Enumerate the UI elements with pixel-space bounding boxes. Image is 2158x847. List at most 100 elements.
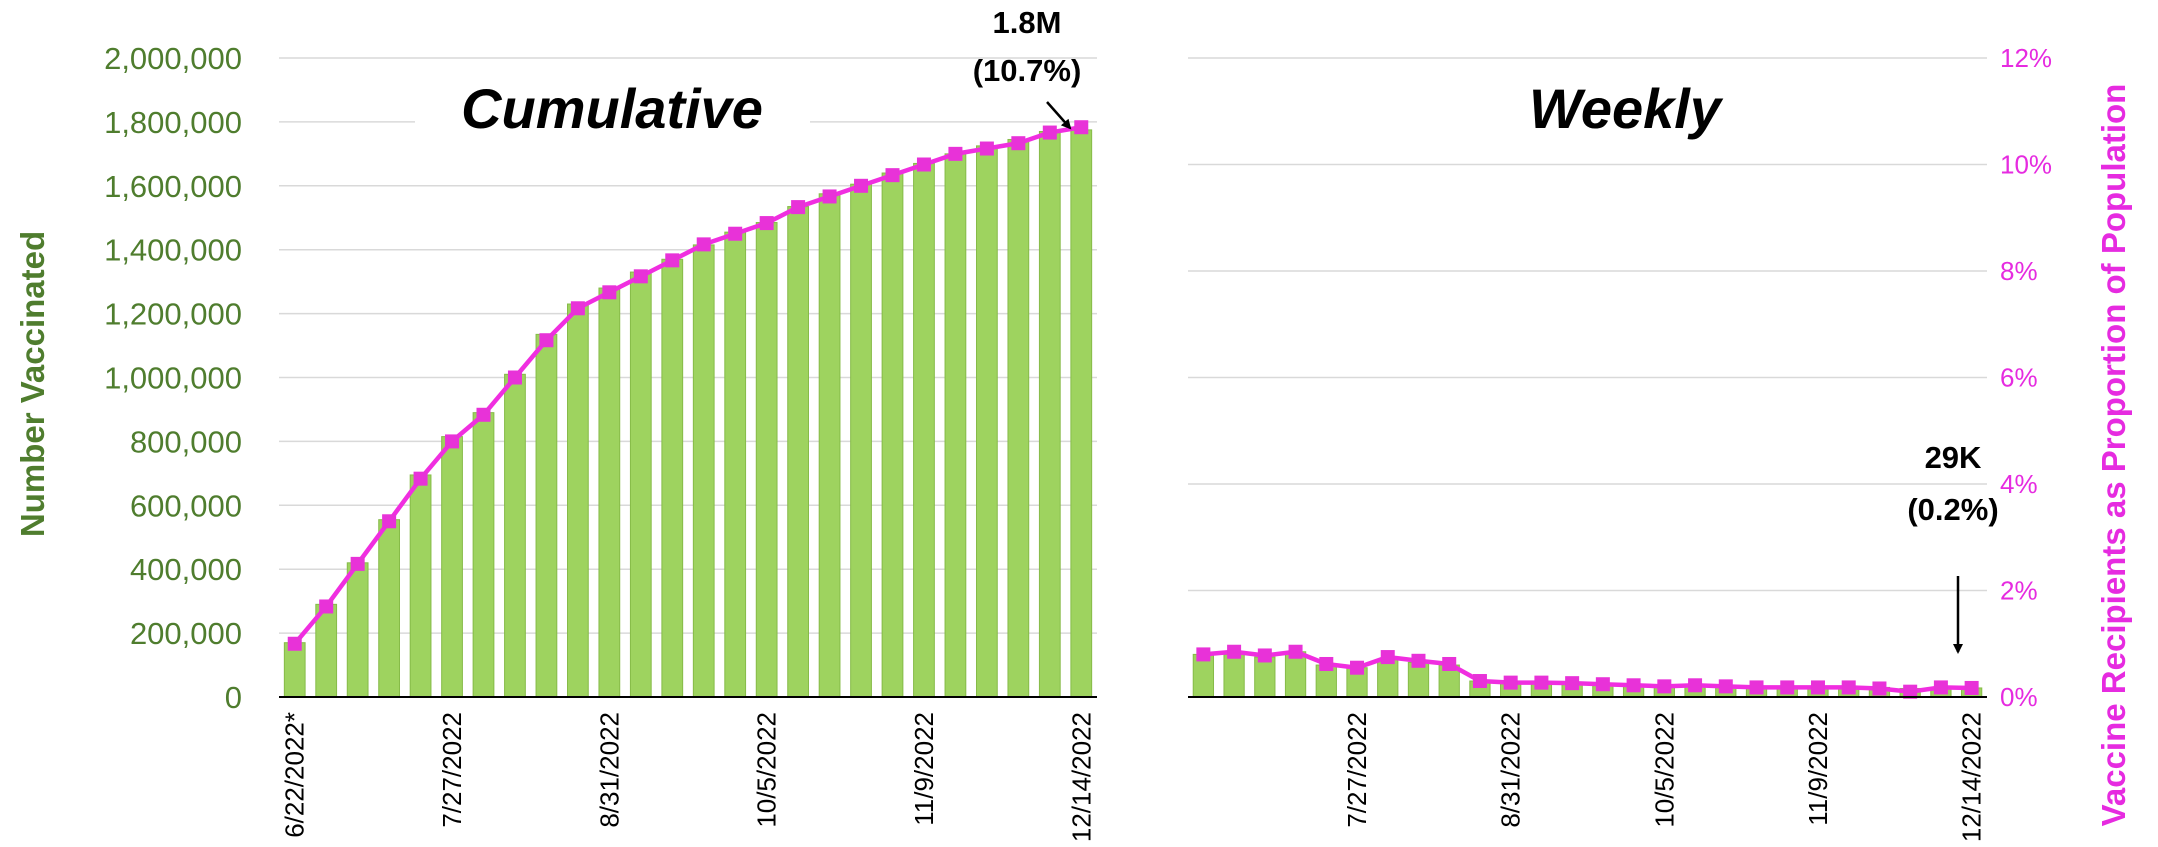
line-point xyxy=(979,141,994,156)
line-point xyxy=(476,407,491,422)
bar xyxy=(283,642,306,698)
line-point xyxy=(570,301,585,316)
y-tick-label: 1,400,000 xyxy=(104,233,242,268)
y-tick-label: 1,800,000 xyxy=(104,105,242,140)
line-point xyxy=(507,370,522,385)
cumulative-annotation-percent: (10.7%) xyxy=(973,53,1082,88)
bar xyxy=(1007,138,1030,698)
left-axis-title: Number Vaccinated xyxy=(14,231,51,537)
bar xyxy=(629,271,652,698)
y-tick-label: 0 xyxy=(225,680,242,715)
cumulative-annotation-count: 1.8M xyxy=(993,5,1062,40)
line-point xyxy=(1595,677,1610,692)
x-tick-label: 10/5/2022 xyxy=(752,712,782,828)
x-tick-label: 12/14/2022 xyxy=(1066,712,1096,842)
line-point xyxy=(665,253,680,268)
line-point xyxy=(759,216,774,231)
line-point xyxy=(791,200,806,215)
line-point xyxy=(696,237,711,252)
line-point xyxy=(539,333,554,348)
line-point xyxy=(1074,120,1089,135)
bar xyxy=(1223,653,1245,698)
bar xyxy=(818,193,841,698)
y-tick-label: 600,000 xyxy=(130,488,242,523)
x-tick-label: 6/22/2022* xyxy=(280,712,310,838)
line-point xyxy=(854,178,869,193)
right-axis-title: Vaccine Recipients as Proportion of Popu… xyxy=(2095,84,2132,827)
y-tick-label: 800,000 xyxy=(130,424,242,459)
bar xyxy=(409,474,432,698)
line-point xyxy=(1841,680,1856,695)
right-title-backing xyxy=(1470,80,1780,150)
labels: 6/22/2022* 7/27/2022 8/31/2022 10/5/2022 11/… xyxy=(104,41,2052,842)
line-point xyxy=(1626,678,1641,693)
bar xyxy=(1038,130,1061,698)
line-point xyxy=(382,514,397,529)
y-tick-label: 10% xyxy=(2000,150,2052,180)
y-tick-label: 200,000 xyxy=(130,616,242,651)
left-panel-title: Cumulative xyxy=(461,77,763,140)
bar xyxy=(850,183,872,698)
bar xyxy=(504,373,526,698)
x-tick-label: 8/31/2022 xyxy=(1496,712,1526,828)
line-point xyxy=(287,636,302,651)
bar xyxy=(976,145,998,698)
line-point xyxy=(948,146,963,161)
bar xyxy=(661,258,684,698)
y-tick-label: 2% xyxy=(2000,576,2038,606)
line-point xyxy=(633,269,648,284)
line-point xyxy=(1257,648,1272,663)
line-point xyxy=(1350,660,1365,675)
line-point xyxy=(1380,650,1395,665)
x-tick-label: 7/27/2022 xyxy=(437,712,467,828)
y-tick-label: 2,000,000 xyxy=(104,41,242,76)
line-point xyxy=(822,189,837,204)
bar xyxy=(944,153,967,698)
line-point xyxy=(602,285,617,300)
y-tick-label: 6% xyxy=(2000,363,2038,393)
bar xyxy=(535,333,558,698)
y-tick-label: 1,600,000 xyxy=(104,169,242,204)
line-point xyxy=(1472,674,1487,689)
x-tick-label: 12/14/2022 xyxy=(1957,712,1987,842)
right-panel-title: Weekly xyxy=(1529,77,1724,140)
y-tick-label: 1,000,000 xyxy=(104,361,242,396)
line-point xyxy=(445,434,460,449)
x-tick-label: 10/5/2022 xyxy=(1649,712,1679,828)
line-point xyxy=(1042,125,1057,140)
x-tick-label: 11/9/2022 xyxy=(1803,712,1833,826)
line-point xyxy=(1442,656,1457,671)
left-line-series xyxy=(287,120,1089,651)
x-tick-label: 8/31/2022 xyxy=(594,712,624,828)
line-point xyxy=(1688,678,1703,693)
bar xyxy=(472,412,495,698)
bar xyxy=(724,231,747,698)
y-tick-label: 1,200,000 xyxy=(104,297,242,332)
line-point xyxy=(1718,679,1733,694)
line-point xyxy=(1903,684,1918,699)
line-point xyxy=(1749,680,1764,695)
bar xyxy=(346,562,369,698)
bar xyxy=(787,206,809,698)
line-point xyxy=(1288,644,1303,659)
bar xyxy=(755,222,778,698)
line-point xyxy=(413,471,428,486)
line-point xyxy=(728,226,743,241)
line-point xyxy=(1565,676,1580,691)
y-tick-label: 400,000 xyxy=(130,552,242,587)
line-point xyxy=(350,556,365,571)
y-tick-label: 4% xyxy=(2000,469,2038,499)
right-gridlines xyxy=(1188,57,1987,592)
bar xyxy=(567,303,589,698)
line-point xyxy=(1872,681,1887,696)
line-point xyxy=(885,168,900,183)
line-point xyxy=(1780,680,1795,695)
x-tick-label: 7/27/2022 xyxy=(1342,712,1372,828)
y-tick-label: 8% xyxy=(2000,256,2038,286)
bar xyxy=(1254,656,1276,698)
line-point xyxy=(1933,680,1948,695)
line-point xyxy=(1810,680,1825,695)
line-point xyxy=(319,599,334,614)
line-point xyxy=(1411,653,1426,668)
